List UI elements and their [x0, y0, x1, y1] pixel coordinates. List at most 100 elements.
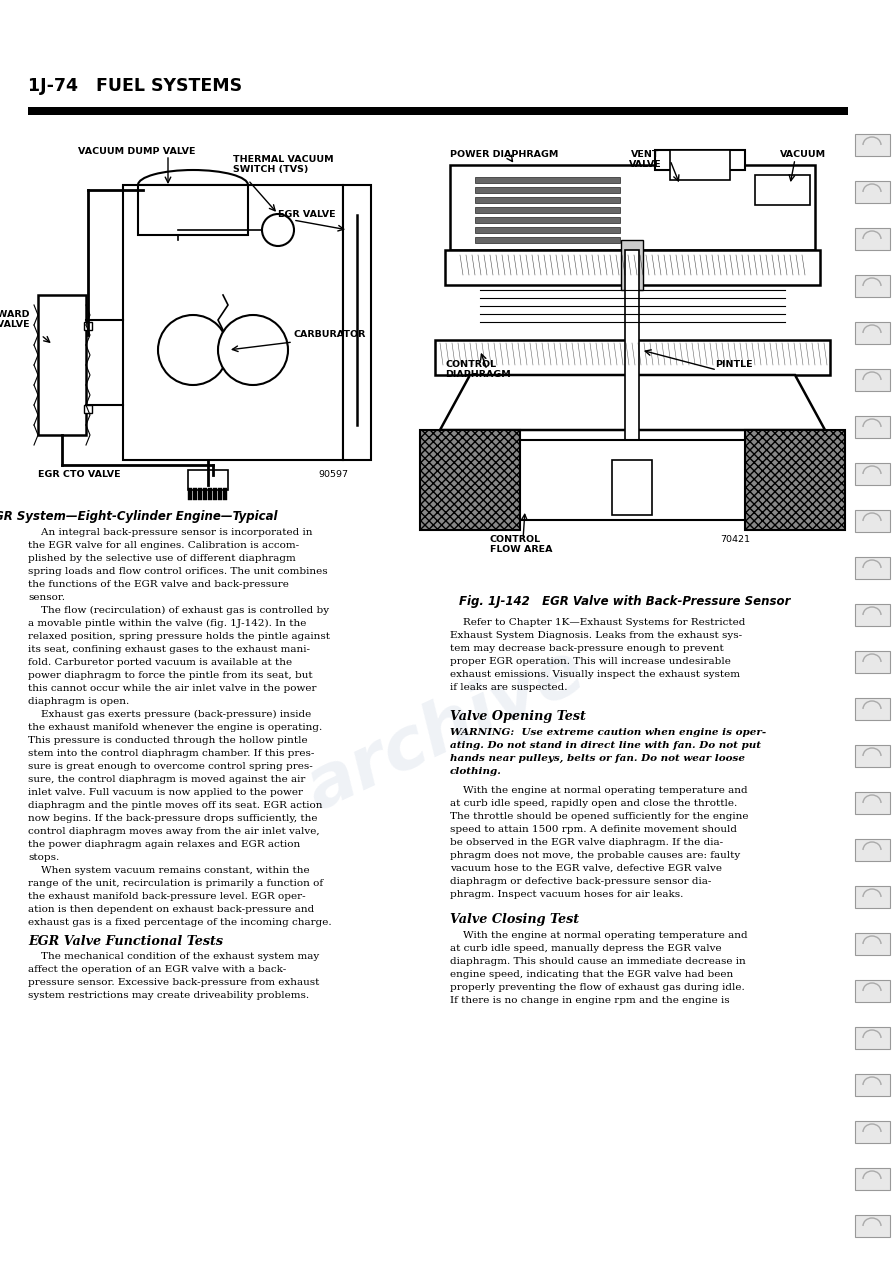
Bar	[855, 229, 890, 250]
Bar	[38, 296, 86, 434]
Text: CARBURATOR: CARBURATOR	[293, 330, 365, 338]
Bar	[123, 184, 343, 460]
Text: The flow (recirculation) of exhaust gas is controlled by: The flow (recirculation) of exhaust gas …	[28, 606, 330, 615]
Text: vacuum hose to the EGR valve, defective EGR valve: vacuum hose to the EGR valve, defective …	[450, 864, 722, 873]
Text: 90597: 90597	[318, 470, 348, 479]
Bar	[855, 1122, 890, 1143]
Bar	[855, 745, 890, 767]
Text: An integral back-pressure sensor is incorporated in: An integral back-pressure sensor is inco…	[28, 528, 313, 537]
Text: The throttle should be opened sufficiently for the engine: The throttle should be opened sufficient…	[450, 812, 748, 821]
Bar	[855, 275, 890, 297]
Polygon shape	[440, 375, 825, 429]
Text: diaphragm is open.: diaphragm is open.	[28, 697, 129, 706]
Text: diaphragm and the pintle moves off its seat. EGR action: diaphragm and the pintle moves off its s…	[28, 801, 322, 810]
Circle shape	[218, 314, 288, 385]
Text: this cannot occur while the air inlet valve in the power: this cannot occur while the air inlet va…	[28, 685, 316, 693]
Bar	[655, 150, 745, 171]
Text: With the engine at normal operating temperature and: With the engine at normal operating temp…	[450, 786, 747, 794]
Text: inlet valve. Full vacuum is now applied to the power: inlet valve. Full vacuum is now applied …	[28, 788, 303, 797]
Bar	[420, 429, 520, 530]
Text: the exhaust manifold back-pressure level. EGR oper-: the exhaust manifold back-pressure level…	[28, 892, 305, 901]
Bar	[475, 197, 620, 203]
Bar	[435, 340, 830, 375]
Text: PINTLE: PINTLE	[715, 360, 753, 369]
Text: VACUUM: VACUUM	[780, 150, 826, 159]
Bar	[188, 488, 192, 500]
Text: if leaks are suspected.: if leaks are suspected.	[450, 683, 567, 692]
Text: VENT
VALVE: VENT VALVE	[629, 150, 662, 169]
Text: exhaust emissions. Visually inspect the exhaust system: exhaust emissions. Visually inspect the …	[450, 669, 740, 679]
Bar	[855, 181, 890, 203]
Bar	[138, 184, 248, 235]
Bar	[855, 1074, 890, 1096]
Bar	[188, 470, 228, 490]
Bar	[855, 134, 890, 157]
Bar	[450, 165, 815, 250]
Bar	[203, 488, 207, 500]
Bar	[213, 488, 217, 500]
Text: With the engine at normal operating temperature and: With the engine at normal operating temp…	[450, 931, 747, 940]
Text: properly preventing the flow of exhaust gas during idle.: properly preventing the flow of exhaust …	[450, 983, 745, 991]
Text: EGR VALVE: EGR VALVE	[278, 210, 336, 218]
Text: the EGR valve for all engines. Calibration is accom-: the EGR valve for all engines. Calibrati…	[28, 541, 299, 549]
Text: diaphragm or defective back-pressure sensor dia-: diaphragm or defective back-pressure sen…	[450, 877, 712, 887]
Bar	[475, 207, 620, 213]
Bar	[855, 792, 890, 813]
Bar	[855, 557, 890, 578]
Bar	[218, 488, 222, 500]
Text: ation is then dependent on exhaust back-pressure and: ation is then dependent on exhaust back-…	[28, 906, 314, 914]
Text: be observed in the EGR valve diaphragm. If the dia-: be observed in the EGR valve diaphragm. …	[450, 837, 723, 847]
Bar	[208, 488, 212, 500]
Text: Valve Closing Test: Valve Closing Test	[450, 913, 580, 926]
Bar	[855, 604, 890, 626]
Bar	[855, 980, 890, 1002]
Text: ating. Do not stand in direct line with fan. Do not put: ating. Do not stand in direct line with …	[450, 741, 761, 750]
Bar	[198, 488, 202, 500]
Bar	[745, 429, 845, 530]
Bar	[855, 369, 890, 392]
Text: speed to attain 1500 rpm. A definite movement should: speed to attain 1500 rpm. A definite mov…	[450, 825, 737, 834]
Text: range of the unit, recirculation is primarily a function of: range of the unit, recirculation is prim…	[28, 879, 323, 888]
Text: EGR Valve Functional Tests: EGR Valve Functional Tests	[28, 935, 223, 949]
Text: plished by the selective use of different diaphragm: plished by the selective use of differen…	[28, 554, 296, 563]
Text: 70421: 70421	[720, 536, 750, 544]
Text: CONTROL
FLOW AREA: CONTROL FLOW AREA	[490, 536, 553, 554]
Bar	[520, 440, 745, 520]
Text: archive: archive	[296, 635, 597, 825]
Bar	[445, 250, 820, 285]
Text: stem into the control diaphragm chamber. If this pres-: stem into the control diaphragm chamber.…	[28, 749, 314, 758]
Text: relaxed position, spring pressure holds the pintle against: relaxed position, spring pressure holds …	[28, 632, 330, 642]
Bar	[28, 107, 848, 115]
Text: at curb idle speed, rapidly open and close the throttle.: at curb idle speed, rapidly open and clo…	[450, 799, 738, 808]
Text: engine speed, indicating that the EGR valve had been: engine speed, indicating that the EGR va…	[450, 970, 733, 979]
Text: SWITCH (TVS): SWITCH (TVS)	[233, 165, 308, 174]
Text: sure is great enough to overcome control spring pres-: sure is great enough to overcome control…	[28, 762, 313, 770]
Text: phragm. Inspect vacuum hoses for air leaks.: phragm. Inspect vacuum hoses for air lea…	[450, 890, 683, 899]
Text: diaphragm. This should cause an immediate decrease in: diaphragm. This should cause an immediat…	[450, 957, 746, 966]
Text: Refer to Chapter 1K—Exhaust Systems for Restricted: Refer to Chapter 1K—Exhaust Systems for …	[450, 618, 746, 626]
Text: CONTROL
DIAPHRAGM: CONTROL DIAPHRAGM	[445, 360, 511, 379]
Bar	[475, 217, 620, 224]
Bar	[855, 839, 890, 861]
Bar	[475, 237, 620, 242]
Text: its seat, confining exhaust gases to the exhaust mani-: its seat, confining exhaust gases to the…	[28, 645, 310, 654]
Text: system restrictions may create driveability problems.: system restrictions may create driveabil…	[28, 991, 309, 1000]
Text: POWER DIAPHRAGM: POWER DIAPHRAGM	[450, 150, 558, 159]
Bar	[855, 510, 890, 532]
Circle shape	[262, 213, 294, 246]
Bar	[855, 416, 890, 438]
Text: a movable pintle within the valve (fig. 1J-142). In the: a movable pintle within the valve (fig. …	[28, 619, 306, 628]
Text: Fig. 1J-142   EGR Valve with Back-Pressure Sensor: Fig. 1J-142 EGR Valve with Back-Pressure…	[459, 595, 790, 608]
Bar	[193, 488, 197, 500]
Text: power diaphragm to force the pintle from its seat, but: power diaphragm to force the pintle from…	[28, 671, 313, 679]
Text: control diaphragm moves away from the air inlet valve,: control diaphragm moves away from the ai…	[28, 827, 320, 836]
Bar	[755, 176, 810, 205]
Text: The mechanical condition of the exhaust system may: The mechanical condition of the exhaust …	[28, 952, 320, 961]
Text: phragm does not move, the probable causes are: faulty: phragm does not move, the probable cause…	[450, 851, 740, 860]
Bar	[223, 488, 227, 500]
Bar	[612, 460, 652, 515]
Bar	[475, 227, 620, 232]
Bar	[621, 240, 643, 290]
Text: VACUUM DUMP VALVE: VACUUM DUMP VALVE	[78, 147, 196, 157]
Text: EGR CTO VALVE: EGR CTO VALVE	[38, 470, 121, 479]
